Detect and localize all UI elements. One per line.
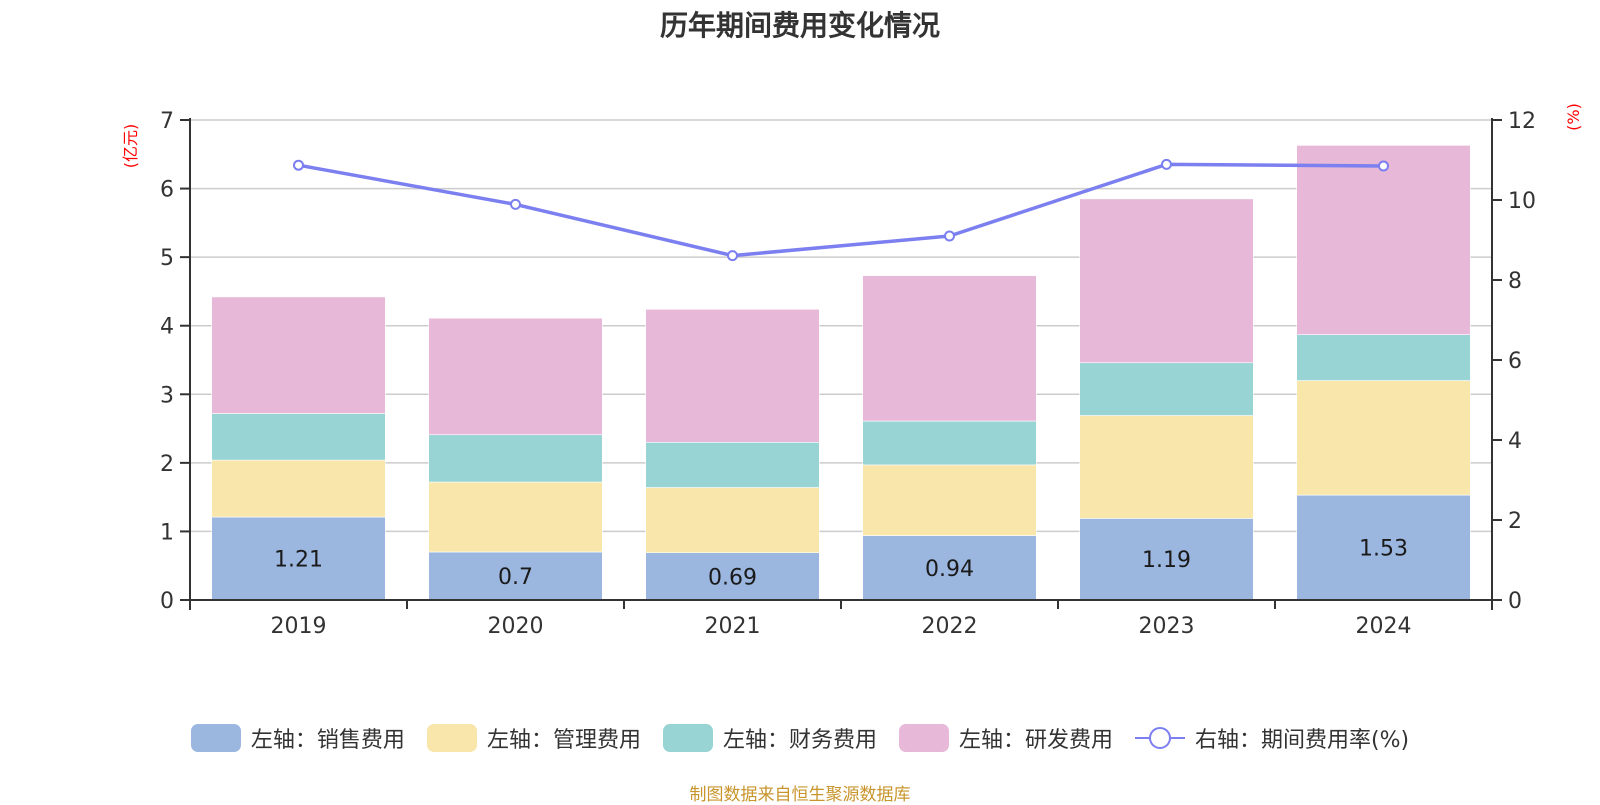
right-axis-tick-label: 4 [1508,429,1522,454]
bar-segment-2-2019 [211,413,386,461]
left-axis-tick-label: 3 [160,383,174,408]
rate-line-point [944,230,955,242]
left-axis-tick-label: 5 [160,246,174,271]
legend: 左轴：销售费用 左轴：管理费用 左轴：财务费用 左轴：研发费用 右轴：期间费用率(%) [0,722,1600,754]
rate-line-point [293,159,304,171]
bar-data-label: 0.7 [498,565,533,590]
bar-segment-3-2024 [1296,145,1471,335]
bar-segment-1-2020 [428,481,603,553]
bar-segment-0-2021 [645,552,820,601]
legend-item[interactable]: 左轴：财务费用 [662,722,877,754]
bar-segment-2-2024 [1296,334,1471,381]
rate-line-point [727,250,738,262]
bar-segment-1-2021 [645,487,820,553]
bar-segment-0-2020 [428,551,603,601]
legend-line-marker-icon [1134,727,1185,749]
legend-item[interactable]: 左轴：销售费用 [190,722,405,754]
left-axis-tick-label: 0 [160,589,174,614]
x-axis-tick-label: 2020 [488,614,544,639]
legend-label: 左轴：管理费用 [486,728,641,753]
right-axis-tick-label: 6 [1508,349,1522,374]
left-axis-tick-label: 4 [160,315,174,340]
bar-segment-3-2019 [211,296,386,414]
bar-series [211,145,1471,601]
legend-label: 左轴：销售费用 [250,728,405,753]
x-axis-tick-label: 2019 [271,614,327,639]
left-axis-tick-label: 7 [160,109,174,134]
left-axis-tick-label: 2 [160,452,174,477]
gridlines [190,119,1492,533]
bar-data-label: 0.69 [708,565,757,590]
rate-line [298,162,1384,258]
bar-segment-2-2020 [428,434,603,483]
legend-label: 左轴：研发费用 [958,728,1113,753]
rate-line-point [510,198,521,210]
right-axis-tick-label: 8 [1508,269,1522,294]
bar-segment-2-2023 [1079,362,1254,416]
left-axis-tick-label: 6 [160,178,174,203]
bar-data-label: 1.19 [1142,548,1191,573]
rate-line-point [1161,158,1172,170]
right-axis-unit-label: (%) [1564,103,1583,131]
bar-segment-2-2022 [862,420,1037,466]
x-axis-tick-label: 2022 [922,614,978,639]
legend-item[interactable]: 右轴：期间费用率(%) [1134,722,1410,754]
bar-segment-3-2021 [645,308,820,443]
data-labels: 1.21 0.7 0.69 0.94 1.19 1.53 [274,537,1408,591]
line-series [293,158,1389,262]
legend-label: 左轴：财务费用 [722,728,877,753]
left-axis-tick-label: 1 [160,520,174,545]
bar-segment-0-2024 [1296,494,1471,601]
bar-segment-1-2024 [1296,380,1471,496]
bar-data-label: 1.21 [274,548,323,573]
legend-swatch-icon [190,724,241,752]
rate-line-point [1378,160,1389,172]
legend-item[interactable]: 左轴：管理费用 [426,722,641,754]
left-axis-unit-label: (亿元) [121,124,140,169]
bar-segment-3-2023 [1079,198,1254,364]
bar-data-label: 0.94 [925,557,974,582]
legend-label: 右轴：期间费用率(%) [1194,728,1410,753]
right-axis-tick-label: 2 [1508,509,1522,534]
legend-swatch-icon [662,724,713,752]
legend-swatch-icon [426,724,477,752]
x-axis-tick-label: 2023 [1139,614,1195,639]
x-axis-tick-label: 2024 [1356,614,1412,639]
right-axis-tick-label: 10 [1508,189,1536,214]
bar-segment-3-2020 [428,317,603,436]
source-footnote: 制图数据来自恒生聚源数据库 [689,785,911,805]
x-axis-tick-label: 2021 [705,614,761,639]
bar-segment-0-2022 [862,535,1037,601]
bar-segment-1-2019 [211,459,386,518]
legend-swatch-icon [898,724,949,752]
bar-data-label: 1.53 [1359,537,1408,562]
bar-segment-3-2022 [862,275,1037,422]
bar-segment-2-2021 [645,441,820,488]
right-axis-tick-label: 12 [1508,109,1536,134]
chart-title: 历年期间费用变化情况 [659,9,940,42]
right-axis-tick-label: 0 [1508,589,1522,614]
bar-segment-1-2022 [862,464,1037,536]
bar-segment-1-2023 [1079,415,1254,519]
legend-item[interactable]: 左轴：研发费用 [898,722,1113,754]
